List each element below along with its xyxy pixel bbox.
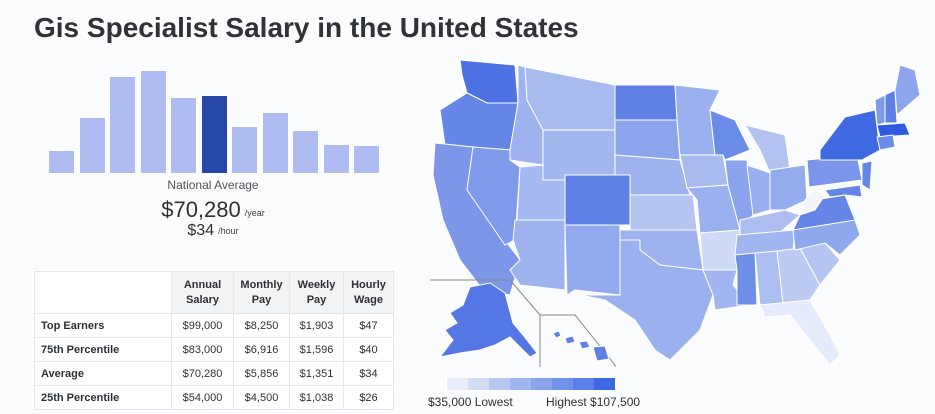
- table-row: Average $70,280 $5,856 $1,351 $34: [34, 361, 394, 386]
- legend-max-label: Highest $107,500: [546, 395, 641, 409]
- legend-swatch: [531, 378, 552, 390]
- table-header-blank: [34, 271, 172, 314]
- state-texas[interactable]: [579, 239, 714, 361]
- cell-monthly: $6,916: [233, 337, 290, 362]
- histogram-bar: [171, 98, 196, 173]
- cell-weekly: $1,351: [289, 361, 344, 386]
- histogram-bar: [293, 131, 318, 173]
- cell-annual: $70,280: [171, 361, 234, 386]
- state-new-hampshire[interactable]: [884, 89, 898, 124]
- state-montana[interactable]: [524, 66, 616, 131]
- table-row: Top Earners $99,000 $8,250 $1,903 $47: [34, 313, 394, 338]
- state-kentucky[interactable]: [739, 209, 801, 236]
- hourly-average: $34/hour: [34, 222, 392, 240]
- legend-swatch: [594, 378, 615, 390]
- state-connecticut[interactable]: [876, 134, 896, 151]
- table-header-row: Annual Salary Monthly Pay Weekly Pay Hou…: [34, 271, 394, 314]
- state-new-jersey[interactable]: [861, 160, 873, 191]
- cell-weekly: $1,903: [289, 313, 344, 338]
- state-iowa[interactable]: [679, 154, 729, 189]
- state-west-virginia[interactable]: [799, 189, 826, 216]
- histogram-bar: [49, 151, 74, 173]
- state-wisconsin[interactable]: [709, 109, 751, 161]
- histogram-bar: [140, 71, 166, 173]
- cell-monthly: $4,500: [233, 385, 290, 410]
- table-header-hourly: Hourly Wage: [343, 271, 394, 314]
- state-hawaii-4[interactable]: [592, 345, 610, 362]
- us-salary-map: [430, 59, 920, 367]
- state-michigan[interactable]: [743, 124, 791, 174]
- state-vermont[interactable]: [874, 94, 886, 126]
- cell-hourly: $47: [343, 313, 394, 338]
- state-alaska[interactable]: [438, 282, 538, 358]
- hourly-average-value: $34: [187, 222, 215, 239]
- cell-monthly: $5,856: [233, 361, 290, 386]
- histogram-bar: [262, 113, 288, 173]
- legend-swatch: [489, 378, 510, 390]
- histogram-bar: [354, 146, 379, 173]
- cell-annual: $99,000: [171, 313, 234, 338]
- state-hawaii-3[interactable]: [578, 340, 591, 350]
- state-arkansas[interactable]: [699, 229, 741, 271]
- histogram-bar: [232, 127, 257, 173]
- histogram-bar: [323, 145, 349, 173]
- annual-unit: /year: [244, 208, 265, 218]
- legend-swatch: [468, 378, 489, 390]
- legend-swatch: [510, 378, 531, 390]
- state-florida[interactable]: [759, 299, 841, 366]
- histogram-bar: [79, 118, 105, 173]
- cell-annual: $83,000: [171, 337, 234, 362]
- state-kansas[interactable]: [629, 194, 698, 231]
- state-maine[interactable]: [894, 64, 920, 117]
- legend-swatch: [447, 378, 468, 390]
- cell-hourly: $34: [343, 361, 394, 386]
- state-wyoming[interactable]: [542, 129, 616, 181]
- cell-monthly: $8,250: [233, 313, 290, 338]
- annual-average: $70,280/year: [34, 197, 392, 223]
- cell-hourly: $26: [343, 385, 394, 410]
- cell-annual: $54,000: [171, 385, 234, 410]
- cell-weekly: $1,596: [289, 337, 344, 362]
- legend-swatch: [573, 378, 594, 390]
- salary-histogram: [49, 60, 379, 173]
- hourly-unit: /hour: [218, 226, 239, 236]
- row-label: 75th Percentile: [34, 337, 172, 362]
- cell-weekly: $1,038: [289, 385, 344, 410]
- salary-table: Annual Salary Monthly Pay Weekly Pay Hou…: [34, 271, 394, 410]
- table-row: 25th Percentile $54,000 $4,500 $1,038 $2…: [34, 385, 394, 410]
- legend-min-label: $35,000 Lowest: [428, 395, 513, 409]
- state-massachusetts[interactable]: [876, 122, 911, 138]
- state-south-dakota[interactable]: [614, 119, 681, 161]
- state-colorado[interactable]: [564, 174, 631, 226]
- state-mississippi[interactable]: [734, 252, 758, 306]
- legend-swatch: [552, 378, 573, 390]
- state-hawaii[interactable]: [552, 330, 562, 339]
- row-label: 25th Percentile: [34, 385, 172, 410]
- annual-average-value: $70,280: [161, 197, 241, 222]
- state-new-york[interactable]: [819, 109, 881, 161]
- row-label: Top Earners: [34, 313, 172, 338]
- state-hawaii-2[interactable]: [564, 335, 576, 345]
- state-new-mexico[interactable]: [564, 224, 621, 296]
- state-maryland[interactable]: [824, 184, 863, 198]
- table-row: 75th Percentile $83,000 $6,916 $1,596 $4…: [34, 337, 394, 362]
- state-north-dakota[interactable]: [614, 84, 678, 121]
- national-average-label: National Average: [167, 178, 259, 192]
- table-header-annual: Annual Salary: [171, 271, 234, 314]
- state-ohio[interactable]: [769, 164, 808, 211]
- page-title: Gis Specialist Salary in the United Stat…: [34, 12, 579, 43]
- histogram-bar: [201, 96, 227, 173]
- table-header-weekly: Weekly Pay: [289, 271, 344, 314]
- state-arizona[interactable]: [509, 219, 566, 291]
- cell-hourly: $40: [343, 337, 394, 362]
- row-label: Average: [34, 361, 172, 386]
- table-header-monthly: Monthly Pay: [233, 271, 290, 314]
- histogram-bar: [110, 77, 135, 173]
